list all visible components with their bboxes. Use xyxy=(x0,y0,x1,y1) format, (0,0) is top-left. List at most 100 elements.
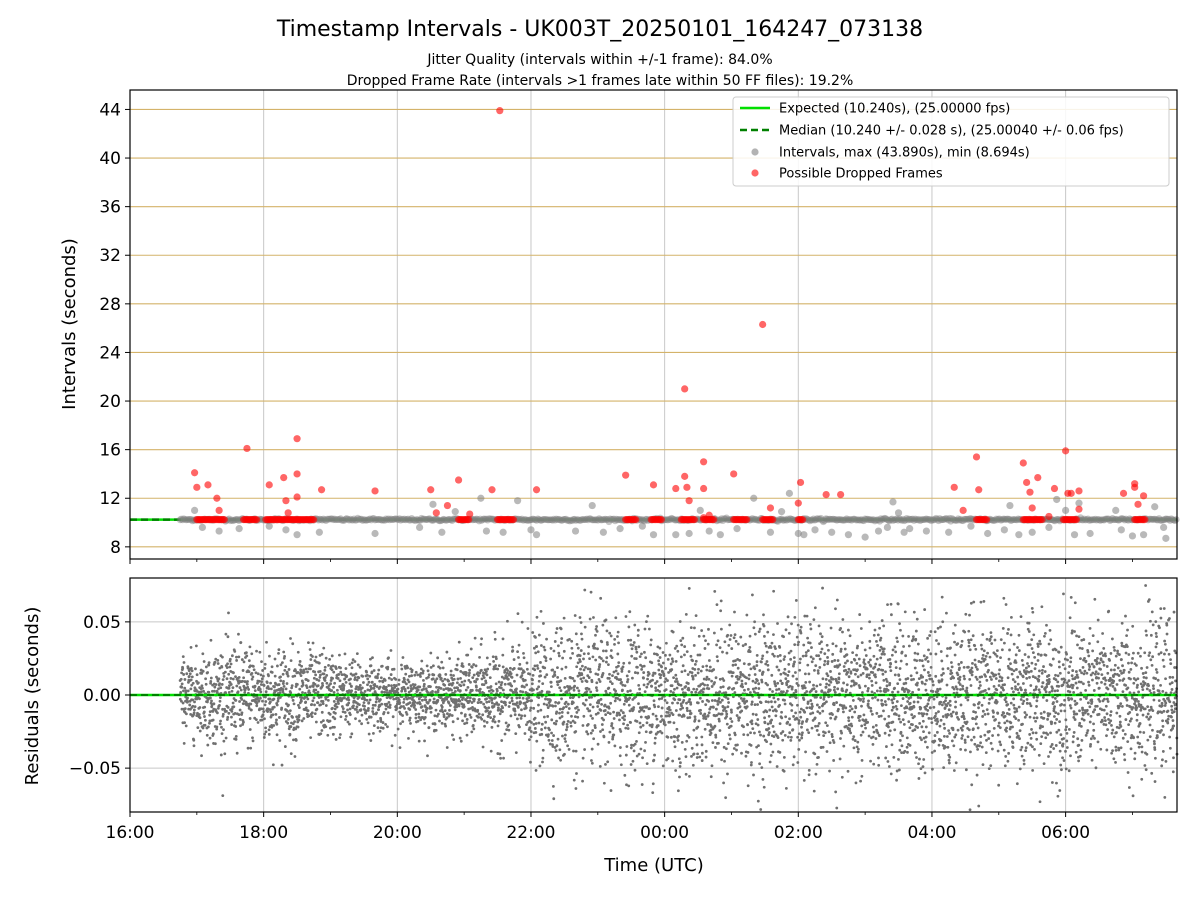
residual-point xyxy=(790,709,794,712)
residual-point xyxy=(829,670,832,673)
residual-point xyxy=(470,701,474,704)
residual-point xyxy=(771,725,775,728)
residual-point xyxy=(596,647,599,651)
residual-point xyxy=(609,680,612,684)
residual-point xyxy=(544,720,548,724)
residual-point xyxy=(557,654,561,658)
residual-point xyxy=(866,702,870,706)
interval-point xyxy=(429,516,436,524)
residual-point xyxy=(699,669,703,673)
residual-point xyxy=(652,699,656,703)
residual-point xyxy=(290,686,294,690)
residual-point xyxy=(806,700,810,704)
residual-point xyxy=(730,720,734,723)
residual-point xyxy=(678,713,682,717)
residual-point xyxy=(442,713,446,716)
residual-point xyxy=(833,690,837,694)
residual-point xyxy=(683,669,687,673)
residual-point xyxy=(343,677,347,681)
residual-point xyxy=(704,639,707,643)
residual-point xyxy=(376,719,380,723)
residual-point xyxy=(657,705,660,709)
interval-point xyxy=(817,514,825,522)
residual-point xyxy=(225,709,228,713)
residual-point xyxy=(869,709,873,713)
residual-point xyxy=(372,712,375,716)
residual-point xyxy=(518,725,521,729)
residual-point xyxy=(592,642,596,646)
residual-point xyxy=(472,673,476,677)
residual-point xyxy=(456,681,459,685)
residual-point xyxy=(460,711,463,715)
residual-point xyxy=(414,708,418,711)
interval-point xyxy=(807,516,815,524)
residual-point xyxy=(596,711,600,715)
residual-point xyxy=(549,698,552,702)
residual-point xyxy=(466,696,469,700)
interval-point xyxy=(616,516,624,524)
residual-point xyxy=(706,723,710,726)
interval-point xyxy=(182,516,190,524)
residual-point xyxy=(734,639,738,643)
interval-point xyxy=(884,516,892,524)
residual-point xyxy=(355,705,359,709)
residual-point xyxy=(849,731,853,735)
interval-point xyxy=(1109,514,1116,522)
residual-point xyxy=(724,695,728,699)
residual-point xyxy=(572,778,576,782)
residual-point xyxy=(242,720,245,724)
residual-point xyxy=(432,673,436,677)
residual-point xyxy=(796,735,800,739)
residual-point xyxy=(578,616,582,619)
residual-point xyxy=(258,650,262,654)
residual-point xyxy=(753,673,757,676)
residual-point xyxy=(323,665,327,669)
residual-point xyxy=(671,759,675,763)
interval-point xyxy=(1151,515,1159,523)
residual-point xyxy=(841,618,845,621)
residual-point xyxy=(807,731,811,735)
residual-point xyxy=(748,691,752,694)
residual-point xyxy=(541,682,545,685)
residual-point xyxy=(730,647,734,650)
interval-point xyxy=(610,515,618,523)
interval-point xyxy=(951,516,958,524)
interval-point xyxy=(486,515,494,523)
residual-point xyxy=(775,688,778,692)
residual-point xyxy=(527,738,531,742)
interval-point xyxy=(521,516,528,524)
residual-point xyxy=(631,643,635,647)
residual-point xyxy=(310,711,314,715)
residual-point xyxy=(661,651,665,654)
residual-point xyxy=(553,670,557,674)
residual-point xyxy=(803,710,807,714)
residual-point xyxy=(371,656,374,660)
residual-point xyxy=(761,777,765,781)
residual-point xyxy=(719,599,723,603)
residual-point xyxy=(555,627,559,630)
residual-point xyxy=(436,712,440,716)
residual-point xyxy=(390,744,394,748)
residual-point xyxy=(465,718,469,721)
residual-point xyxy=(504,703,507,707)
residual-point xyxy=(835,806,839,810)
residual-point xyxy=(648,723,652,727)
residual-point xyxy=(461,719,464,723)
residual-point xyxy=(467,663,471,666)
residual-point xyxy=(523,732,527,735)
residual-point xyxy=(331,732,335,736)
residual-point xyxy=(641,756,644,760)
residual-point xyxy=(293,755,297,758)
interval-point xyxy=(1007,517,1015,524)
residual-point xyxy=(698,755,702,759)
residual-point xyxy=(691,763,695,767)
residual-point xyxy=(499,686,503,690)
residual-point xyxy=(848,727,851,731)
residual-point xyxy=(281,682,285,685)
residual-point xyxy=(366,683,369,687)
residual-point xyxy=(875,689,879,693)
residual-point xyxy=(458,689,462,693)
interval-point xyxy=(716,531,724,539)
residual-point xyxy=(618,698,622,702)
interval-point xyxy=(400,515,408,523)
